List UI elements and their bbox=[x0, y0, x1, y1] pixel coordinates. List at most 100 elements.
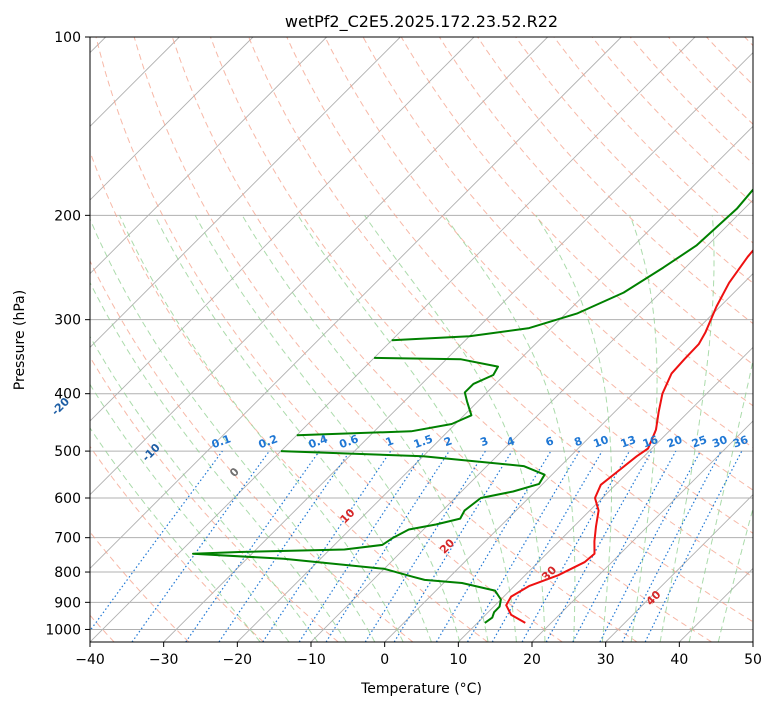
x-tick-label: −30 bbox=[149, 652, 179, 668]
dry-adiabat-line bbox=[248, 37, 753, 578]
profile-line bbox=[505, 248, 753, 624]
x-tick-label: 50 bbox=[744, 652, 762, 668]
mixing-ratio-line bbox=[218, 450, 351, 642]
x-tick-label: −20 bbox=[223, 652, 253, 668]
dry-adiabat-line bbox=[286, 37, 753, 534]
plot-frame bbox=[89, 36, 754, 643]
x-tick-label: 10 bbox=[449, 652, 467, 668]
dry-adiabat-label: -10 bbox=[140, 441, 163, 464]
y-tick-label: 300 bbox=[54, 313, 81, 329]
mixing-ratio-line bbox=[90, 450, 223, 632]
dry-adiabat-label: 20 bbox=[437, 536, 457, 556]
grid-lines bbox=[90, 37, 753, 642]
mixing-ratio-label: 4 bbox=[505, 434, 517, 449]
mixing-ratio-label: 0.4 bbox=[307, 432, 330, 451]
x-tick-label: 20 bbox=[523, 652, 541, 668]
moist-adiabat-line bbox=[443, 215, 576, 642]
y-tick-label: 900 bbox=[54, 595, 81, 611]
isotherm-line bbox=[384, 273, 753, 642]
mixing-ratio-line bbox=[599, 450, 702, 642]
isopleth-labels: 0.10.20.40.611.52346810131620253036-100-… bbox=[49, 395, 750, 608]
moist-adiabat-line bbox=[241, 215, 489, 642]
mixing-ratio-label: 10 bbox=[592, 433, 611, 451]
mixing-ratio-line bbox=[325, 450, 450, 642]
mixing-ratio-label: 0.6 bbox=[338, 432, 361, 451]
dry-adiabat-line bbox=[90, 445, 264, 642]
x-tick-label: −10 bbox=[296, 652, 326, 668]
isotherm-line bbox=[90, 37, 475, 422]
dry-adiabat-line bbox=[171, 37, 712, 642]
isotherm-line bbox=[90, 37, 548, 496]
dry-adiabat-line bbox=[744, 37, 753, 47]
moist-adiabat-line bbox=[629, 215, 658, 642]
x-tick-label: −40 bbox=[75, 652, 105, 668]
isotherm-line bbox=[90, 37, 622, 569]
isotherm-line bbox=[310, 199, 753, 642]
x-axis-label: Temperature (°C) bbox=[360, 681, 482, 697]
moist-adiabat-line bbox=[194, 215, 461, 642]
moist-adiabat-line bbox=[90, 383, 290, 642]
y-tick-label: 100 bbox=[54, 30, 81, 46]
moist-adiabat-line bbox=[90, 335, 319, 642]
mixing-ratio-line bbox=[644, 450, 743, 642]
isotherm-line bbox=[679, 567, 753, 642]
y-tick-label: 200 bbox=[54, 208, 81, 224]
dry-adiabat-label: 40 bbox=[644, 588, 664, 608]
moist-adiabat-line bbox=[90, 217, 376, 642]
moist-adiabat-line bbox=[535, 215, 612, 642]
dry-adiabat-line bbox=[515, 37, 753, 284]
mixing-ratio-label: 0.2 bbox=[257, 432, 280, 451]
mixing-ratio-label: 8 bbox=[572, 434, 584, 449]
isotherm-line bbox=[752, 641, 753, 642]
isotherm-line bbox=[458, 346, 753, 642]
mixing-ratio-label: 25 bbox=[690, 433, 709, 450]
profile-line bbox=[296, 356, 499, 437]
mixing-ratio-line bbox=[572, 450, 677, 642]
moist-adiabat-line bbox=[119, 215, 404, 642]
mixing-ratio-label: 1 bbox=[384, 434, 396, 449]
moist-adiabat-line bbox=[717, 506, 753, 642]
dry-adiabat-line bbox=[90, 531, 190, 642]
isotherm-line bbox=[531, 420, 753, 642]
isotherm-line bbox=[90, 37, 254, 201]
dry-adiabat-line bbox=[95, 37, 563, 642]
dry-adiabat-line bbox=[210, 37, 753, 623]
mixing-ratio-line bbox=[521, 450, 631, 642]
x-tick-label: 0 bbox=[380, 652, 389, 668]
y-tick-label: 800 bbox=[54, 565, 81, 581]
dry-adiabat-line bbox=[133, 37, 638, 642]
dry-adiabat-line bbox=[90, 356, 339, 642]
mixing-ratio-line bbox=[262, 450, 392, 642]
mixing-ratio-label: 6 bbox=[544, 434, 556, 449]
isotherm-line bbox=[90, 37, 327, 275]
dry-adiabat-label: 10 bbox=[338, 506, 358, 526]
isotherm-line bbox=[163, 52, 753, 642]
mixing-ratio-line bbox=[393, 450, 513, 642]
profile-line bbox=[192, 450, 546, 624]
mixing-ratio-line bbox=[131, 450, 270, 642]
mixing-ratio-label: 36 bbox=[731, 433, 750, 451]
isotherm-line bbox=[237, 125, 753, 642]
mixing-ratio-label: 3 bbox=[478, 434, 490, 449]
moist-adiabat-line bbox=[154, 215, 432, 642]
mixing-ratio-label: 13 bbox=[619, 433, 638, 450]
chart-title: wetPf2_C2E5.2025.172.23.52.R22 bbox=[285, 12, 558, 32]
dry-adiabat-line bbox=[591, 37, 753, 204]
moist-adiabat-line bbox=[659, 215, 715, 642]
mixing-ratio-line bbox=[185, 450, 320, 642]
dry-adiabat-line bbox=[668, 37, 753, 125]
mixing-ratio-label: 0.1 bbox=[210, 432, 233, 451]
y-tick-label: 600 bbox=[54, 491, 81, 507]
mixing-ratio-line bbox=[364, 450, 486, 642]
dry-adiabat-label: 0 bbox=[227, 465, 242, 480]
mixing-ratio-label: 30 bbox=[710, 433, 729, 451]
moist-adiabat-line bbox=[364, 215, 546, 642]
moist-adiabat-line bbox=[90, 281, 347, 642]
axes: −40 −30 −20 −10 0 10 20 30 40 5010020030040050060… bbox=[45, 30, 762, 668]
isotherm-line bbox=[605, 494, 753, 642]
dry-adiabat-line bbox=[477, 37, 753, 325]
y-tick-label: 400 bbox=[54, 387, 81, 403]
y-tick-label: 1000 bbox=[45, 622, 81, 638]
dry-adiabat-line bbox=[90, 259, 414, 642]
mixing-ratio-label: 16 bbox=[641, 433, 660, 451]
